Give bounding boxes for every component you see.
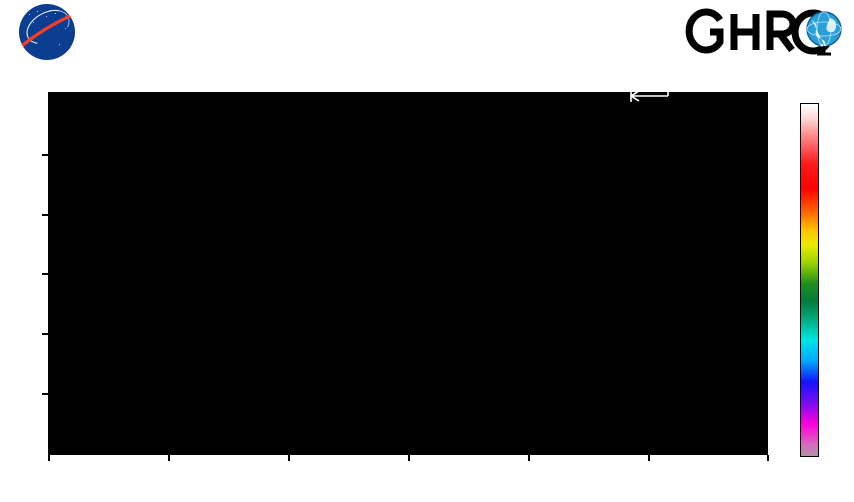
y-tick [42,214,48,216]
y-tick [42,273,48,275]
swath-direction-arrow-icon [630,90,669,102]
nasa-meatball-icon [19,4,75,60]
x-tick [408,455,410,461]
ghrc-logo [684,6,846,78]
brightness-temperature-map[interactable] [48,92,768,455]
x-tick [648,455,650,461]
x-tick [48,455,50,461]
y-tick [42,393,48,395]
ghrc-wordmark-icon [685,8,842,56]
colorbar-gradient [800,103,819,457]
nasa-swoosh-icon [19,12,75,51]
y-tick [42,333,48,335]
map-raster[interactable] [48,92,768,455]
x-tick [767,455,769,461]
x-tick [528,455,530,461]
page-header [0,0,854,90]
x-tick [168,455,170,461]
y-tick [42,154,48,156]
nasa-logo [10,4,84,84]
x-tick [288,455,290,461]
ghrc-globe-icon [806,11,842,48]
